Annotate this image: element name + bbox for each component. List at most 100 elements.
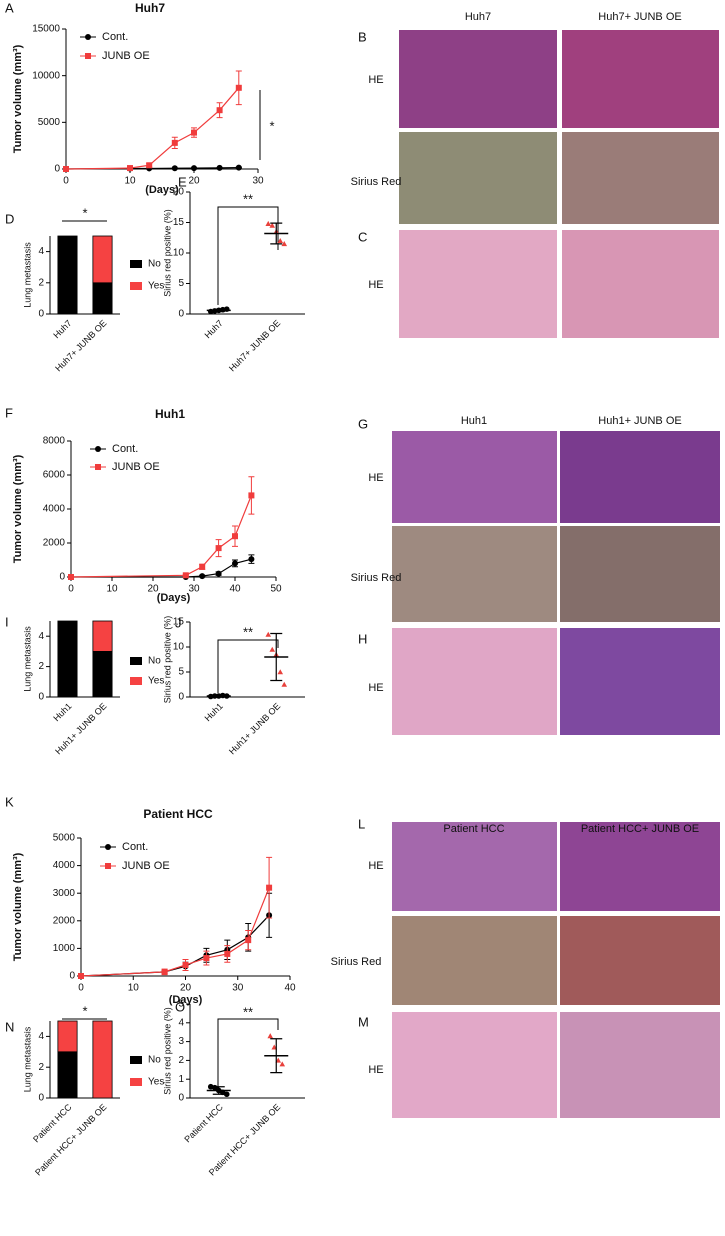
panel-letter: L — [358, 816, 365, 831]
y-tick-label: 2 — [38, 1062, 44, 1073]
marker — [235, 84, 242, 91]
y-tick-label: 0 — [59, 572, 65, 583]
x-tick-label: Patient HCC — [182, 1102, 225, 1145]
marker — [105, 863, 111, 869]
y-tick-label: 4 — [178, 1017, 184, 1028]
bar-segment — [92, 235, 113, 284]
y-tick-label: 10 — [173, 248, 185, 259]
bar-segment — [92, 620, 113, 652]
histology-image — [562, 30, 719, 128]
series-line — [71, 558, 252, 578]
series-line — [80, 887, 270, 977]
histology-labels: Huh7 Huh7+ JUNB OE HE Sirius Red HE Huh1… — [331, 11, 700, 1076]
sd-bar — [212, 694, 225, 698]
chart-title: Huh7 — [135, 1, 165, 15]
y-tick-label: 4000 — [53, 860, 76, 871]
annotation: ** — [243, 191, 253, 206]
legend-label: JUNB OE — [122, 860, 170, 872]
histology-image — [392, 916, 557, 1005]
row-label: Sirius Red — [351, 176, 402, 188]
y-axis-label: Sirius red positive (%) — [162, 616, 172, 704]
histology-image — [392, 431, 557, 523]
marker — [182, 572, 189, 579]
histology-image — [560, 431, 720, 523]
panel-letter: I — [5, 614, 9, 629]
x-tick-label: 0 — [68, 584, 74, 595]
marker — [265, 220, 272, 226]
y-tick-label: 0 — [178, 1093, 184, 1104]
x-tick-label: 40 — [284, 983, 296, 994]
marker — [191, 165, 197, 172]
y-tick-label: 20 — [173, 187, 185, 198]
sd-bar — [270, 1038, 283, 1074]
annotation: * — [82, 1003, 87, 1018]
panel-letter: J — [175, 615, 182, 630]
significance-bracket — [217, 1018, 279, 1088]
histology-image — [399, 30, 557, 128]
marker — [281, 241, 288, 247]
x-axis-label: (Days) — [169, 994, 203, 1006]
legend-swatch — [130, 677, 142, 685]
marker — [63, 166, 69, 172]
panel-letter: M — [358, 1014, 369, 1029]
histology-image — [560, 822, 720, 911]
marker — [215, 570, 222, 577]
sd-bar — [212, 1086, 225, 1095]
marker — [248, 492, 255, 499]
annotation: * — [269, 118, 274, 133]
y-tick-label: 3000 — [53, 888, 76, 899]
panel-letter: H — [358, 631, 367, 646]
y-axis-label: Lung metastasis — [22, 242, 32, 308]
y-tick-label: 1 — [178, 1074, 184, 1085]
sd-bar — [212, 308, 225, 313]
marker — [266, 884, 273, 891]
x-tick-label: 10 — [106, 584, 118, 595]
column-header: Huh1 — [461, 415, 487, 427]
marker — [248, 556, 255, 563]
x-axis-label: (Days) — [145, 184, 179, 196]
histology-image — [392, 628, 557, 735]
legend-label: Yes — [148, 1077, 164, 1088]
x-tick-label: Huh1+ JUNB OE — [227, 701, 282, 756]
y-tick-label: 2 — [38, 277, 44, 288]
histology-image — [560, 1012, 720, 1118]
histology-image — [399, 230, 557, 338]
marker — [85, 34, 91, 40]
marker — [269, 222, 276, 228]
x-tick-label: Patient HCC+ JUNB OE — [33, 1102, 109, 1178]
y-tick-label: 8000 — [43, 436, 66, 447]
marker — [215, 545, 222, 552]
row-label: HE — [368, 74, 383, 86]
panel-letter: B — [358, 29, 367, 44]
histology-image — [392, 526, 557, 622]
column-header: Huh7 — [465, 11, 491, 23]
y-tick-label: 3 — [178, 1036, 184, 1047]
legend-swatch — [130, 260, 142, 268]
row-label: HE — [368, 279, 383, 291]
y-tick-label: 5000 — [53, 833, 76, 844]
y-tick-label: 0 — [178, 692, 184, 703]
x-tick-label: 30 — [232, 983, 244, 994]
y-axis-label: Tumor volume (mm³) — [12, 852, 24, 961]
marker — [171, 139, 178, 146]
chart-title: Huh1 — [155, 407, 185, 421]
panel-letter: D — [5, 211, 14, 226]
panel-letter: F — [5, 405, 13, 420]
y-tick-label: 2 — [38, 661, 44, 672]
row-label: HE — [368, 472, 383, 484]
marker — [105, 844, 111, 850]
marker — [78, 973, 84, 979]
histology-images — [392, 30, 720, 1118]
y-tick-label: 0 — [69, 971, 75, 982]
row-label: HE — [368, 860, 383, 872]
chart-title: Patient HCC — [143, 807, 213, 821]
y-tick-label: 0 — [38, 1093, 44, 1104]
y-tick-label: 5 — [178, 278, 184, 289]
y-tick-label: 5 — [178, 667, 184, 678]
marker — [223, 1091, 230, 1098]
y-axis-label: Lung metastasis — [22, 626, 32, 692]
histology-image — [560, 916, 720, 1005]
bar-segment — [57, 620, 78, 698]
sd-bar — [270, 222, 283, 245]
